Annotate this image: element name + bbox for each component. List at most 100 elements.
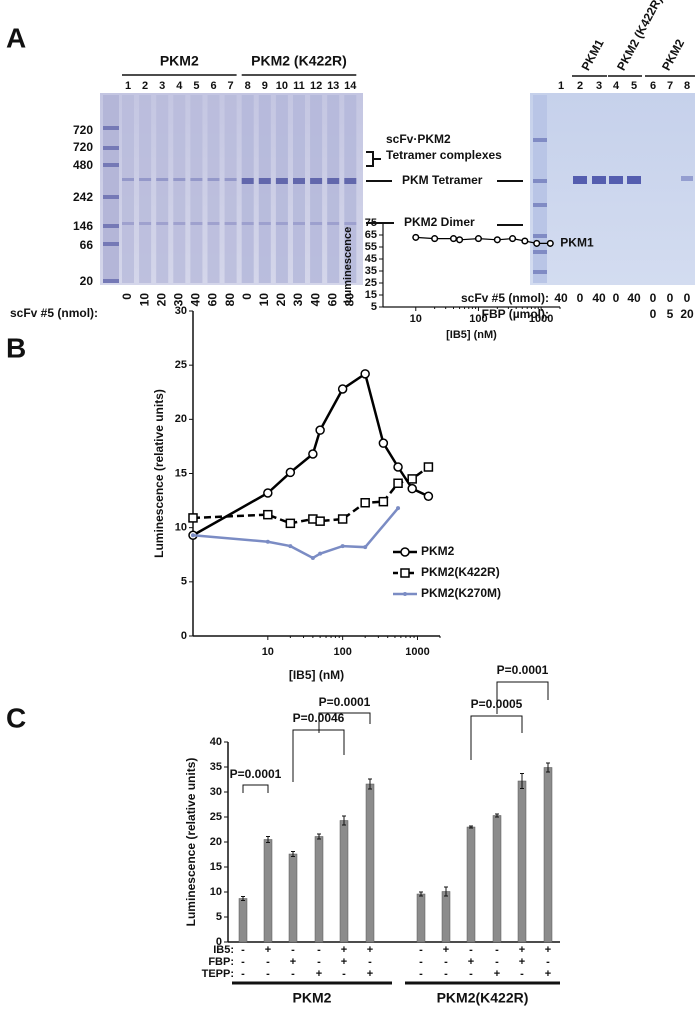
data-point (265, 539, 270, 544)
data-point (378, 438, 389, 448)
marker-size: 66 (80, 238, 94, 252)
ladder-band (533, 270, 547, 274)
lane-group: PKM2 (659, 37, 687, 73)
gel-band (275, 222, 288, 225)
significance-bracket (242, 784, 269, 793)
gel-lane (122, 95, 134, 283)
gel-band (139, 222, 152, 225)
bar (238, 898, 248, 943)
lane-number: 5 (193, 80, 199, 92)
annotation: scFv·PKM2 (386, 132, 451, 146)
data-point (363, 545, 368, 550)
lane-number: 2 (577, 80, 583, 92)
condition-sign: + (494, 968, 500, 980)
condition-sign: - (342, 968, 346, 980)
data-point (315, 516, 325, 526)
gel-band (241, 178, 254, 184)
p-value: P=0.0001 (319, 695, 371, 709)
y-tick-label: 5 (216, 911, 222, 923)
ladder-band (533, 234, 547, 238)
scfv-amount: 10 (137, 293, 151, 307)
y-tick-label: 20 (175, 413, 187, 425)
y-tick-label: 35 (210, 761, 222, 773)
marker-size: 20 (80, 274, 94, 288)
y-tick-label: 25 (365, 277, 377, 289)
gel-lane (310, 95, 323, 283)
gel-band (627, 176, 641, 184)
lane-number: 5 (631, 80, 637, 92)
lane-number: 4 (176, 80, 183, 92)
gel-band (190, 222, 203, 225)
condition-sign: + (290, 956, 296, 968)
lane-number: 12 (310, 80, 322, 92)
y-tick-label: 30 (175, 305, 187, 317)
y-tick-label: 5 (181, 576, 187, 588)
y-axis-title: Luminescence (342, 227, 354, 303)
axis-title: scFv #5 (nmol): (461, 291, 549, 305)
ladder-lane (103, 95, 119, 283)
x-tick-label: 100 (333, 646, 351, 658)
ladder-band (533, 203, 547, 207)
condition-sign: + (341, 944, 347, 956)
bar (416, 893, 426, 943)
ladder-band (103, 163, 119, 167)
scfv-amount: 30 (291, 293, 305, 307)
bar (492, 815, 502, 943)
annotation: Tetramer complexes (386, 148, 502, 162)
gel-band (139, 178, 152, 181)
lane-number: 8 (684, 80, 690, 92)
group-label: PKM2(K422R) (437, 990, 529, 1006)
condition-sign: + (468, 956, 474, 968)
condition-sign: + (265, 944, 271, 956)
y-tick-label: 75 (365, 217, 377, 229)
lane-group: PKM2 (160, 53, 199, 69)
bar (339, 820, 349, 943)
gel-band (122, 222, 134, 225)
scfv-amount: 40 (554, 291, 568, 305)
data-point (378, 496, 389, 507)
y-tick-label: 5 (371, 301, 377, 313)
condition-sign: - (419, 944, 423, 956)
scfv-amount: 20 (274, 293, 288, 307)
marker-size: 242 (73, 190, 93, 204)
y-tick-label: 15 (365, 289, 377, 301)
x-tick-label: 1000 (529, 313, 553, 325)
condition-sign: + (545, 968, 551, 980)
bar (263, 839, 273, 943)
data-point (285, 518, 296, 529)
condition-sign: - (444, 968, 448, 980)
data-point (407, 474, 417, 484)
y-axis-title: Luminescence (relative units) (152, 389, 166, 558)
group-label: PKM2 (293, 990, 332, 1006)
lane-group: PKM1 (579, 37, 607, 73)
gel-band (310, 178, 323, 184)
scfv-amount: 0 (577, 291, 584, 305)
data-point (400, 568, 410, 578)
marker-size: 720 (73, 140, 93, 154)
gel-band (173, 178, 186, 181)
axis-title: scFv #5 (nmol): (10, 306, 98, 320)
data-point (360, 498, 370, 508)
scfv-amount: 0 (650, 291, 657, 305)
marker-size: 146 (73, 219, 93, 233)
lane-number: 6 (210, 80, 216, 92)
condition-sign: + (367, 944, 373, 956)
bar (314, 836, 324, 943)
lane-number: 1 (125, 80, 131, 92)
data-point (456, 236, 464, 244)
gel-band (592, 176, 606, 184)
y-axis-title: Luminescence (relative units) (184, 758, 198, 927)
data-point (393, 462, 403, 472)
gel-lane (156, 95, 169, 283)
legend-label: PKM2(K422R) (421, 565, 500, 579)
scfv-amount: 0 (120, 293, 134, 300)
y-tick-label: 55 (365, 241, 377, 253)
ladder-band (103, 279, 119, 283)
condition-sign: + (443, 944, 449, 956)
gel-band (173, 222, 186, 225)
gel-band (258, 178, 271, 184)
condition-sign: - (241, 968, 245, 980)
significance-bracket (470, 715, 523, 760)
lane-number: 3 (596, 80, 602, 92)
